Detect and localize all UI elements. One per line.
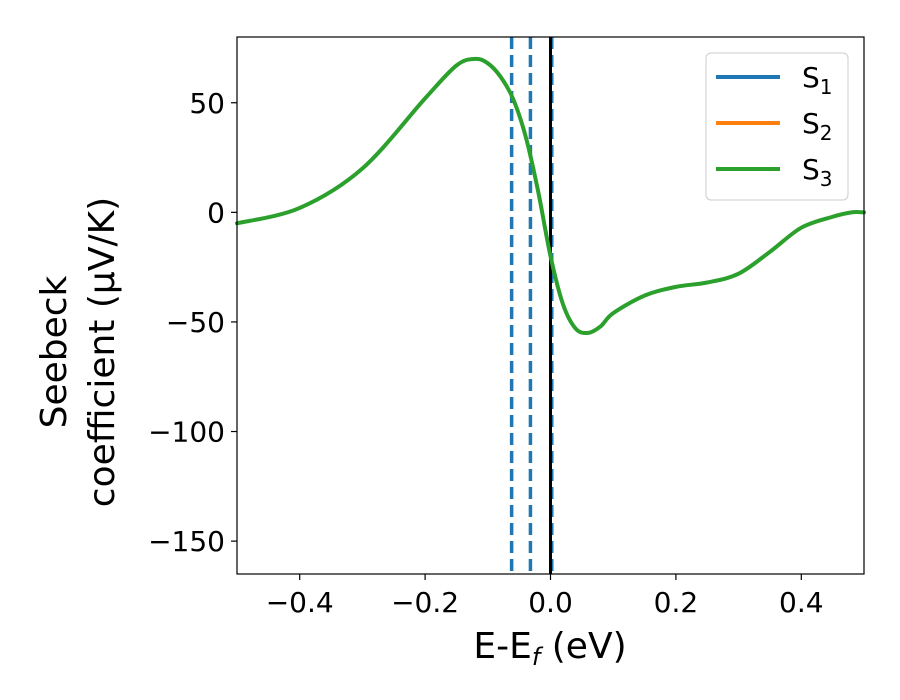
y-tick-label: 0 xyxy=(207,196,225,229)
x-tick-label: 0.0 xyxy=(528,586,573,619)
y-tick-label: −150 xyxy=(148,525,225,558)
legend-box xyxy=(705,52,849,201)
x-axis-label-main: E-E xyxy=(473,626,531,667)
y-tick-label: −100 xyxy=(148,416,225,449)
y-axis-label-line2: coefficient (μV/K) xyxy=(82,197,123,507)
x-tick-label: −0.4 xyxy=(266,586,334,619)
x-axis-label: E-Ef (eV) xyxy=(473,626,626,671)
vertical-reference-lines xyxy=(509,37,554,574)
legend-label-S3: S3 xyxy=(802,153,833,191)
x-tick-label: 0.4 xyxy=(779,586,824,619)
series-layer xyxy=(235,56,866,336)
legend-label-S2: S2 xyxy=(802,107,833,145)
y-axis-label-line1: Seebeck xyxy=(34,275,75,428)
legend-label-S1: S1 xyxy=(802,61,833,99)
series-line-S3 xyxy=(235,56,866,336)
y-axis-ticks: 50 0 −50 −100 −150 xyxy=(148,87,237,558)
x-tick-label: 0.2 xyxy=(654,586,699,619)
x-tick-label: −0.2 xyxy=(391,586,459,619)
y-tick-label: −50 xyxy=(166,306,225,339)
x-axis-label-unit: (eV) xyxy=(540,626,626,667)
y-tick-label: 50 xyxy=(189,87,225,120)
legend: S1 S2 S3 xyxy=(705,52,849,201)
y-axis-label: Seebeck coefficient (μV/K) xyxy=(34,197,123,507)
x-axis-ticks: −0.4 −0.2 0.0 0.2 0.4 xyxy=(266,574,824,619)
